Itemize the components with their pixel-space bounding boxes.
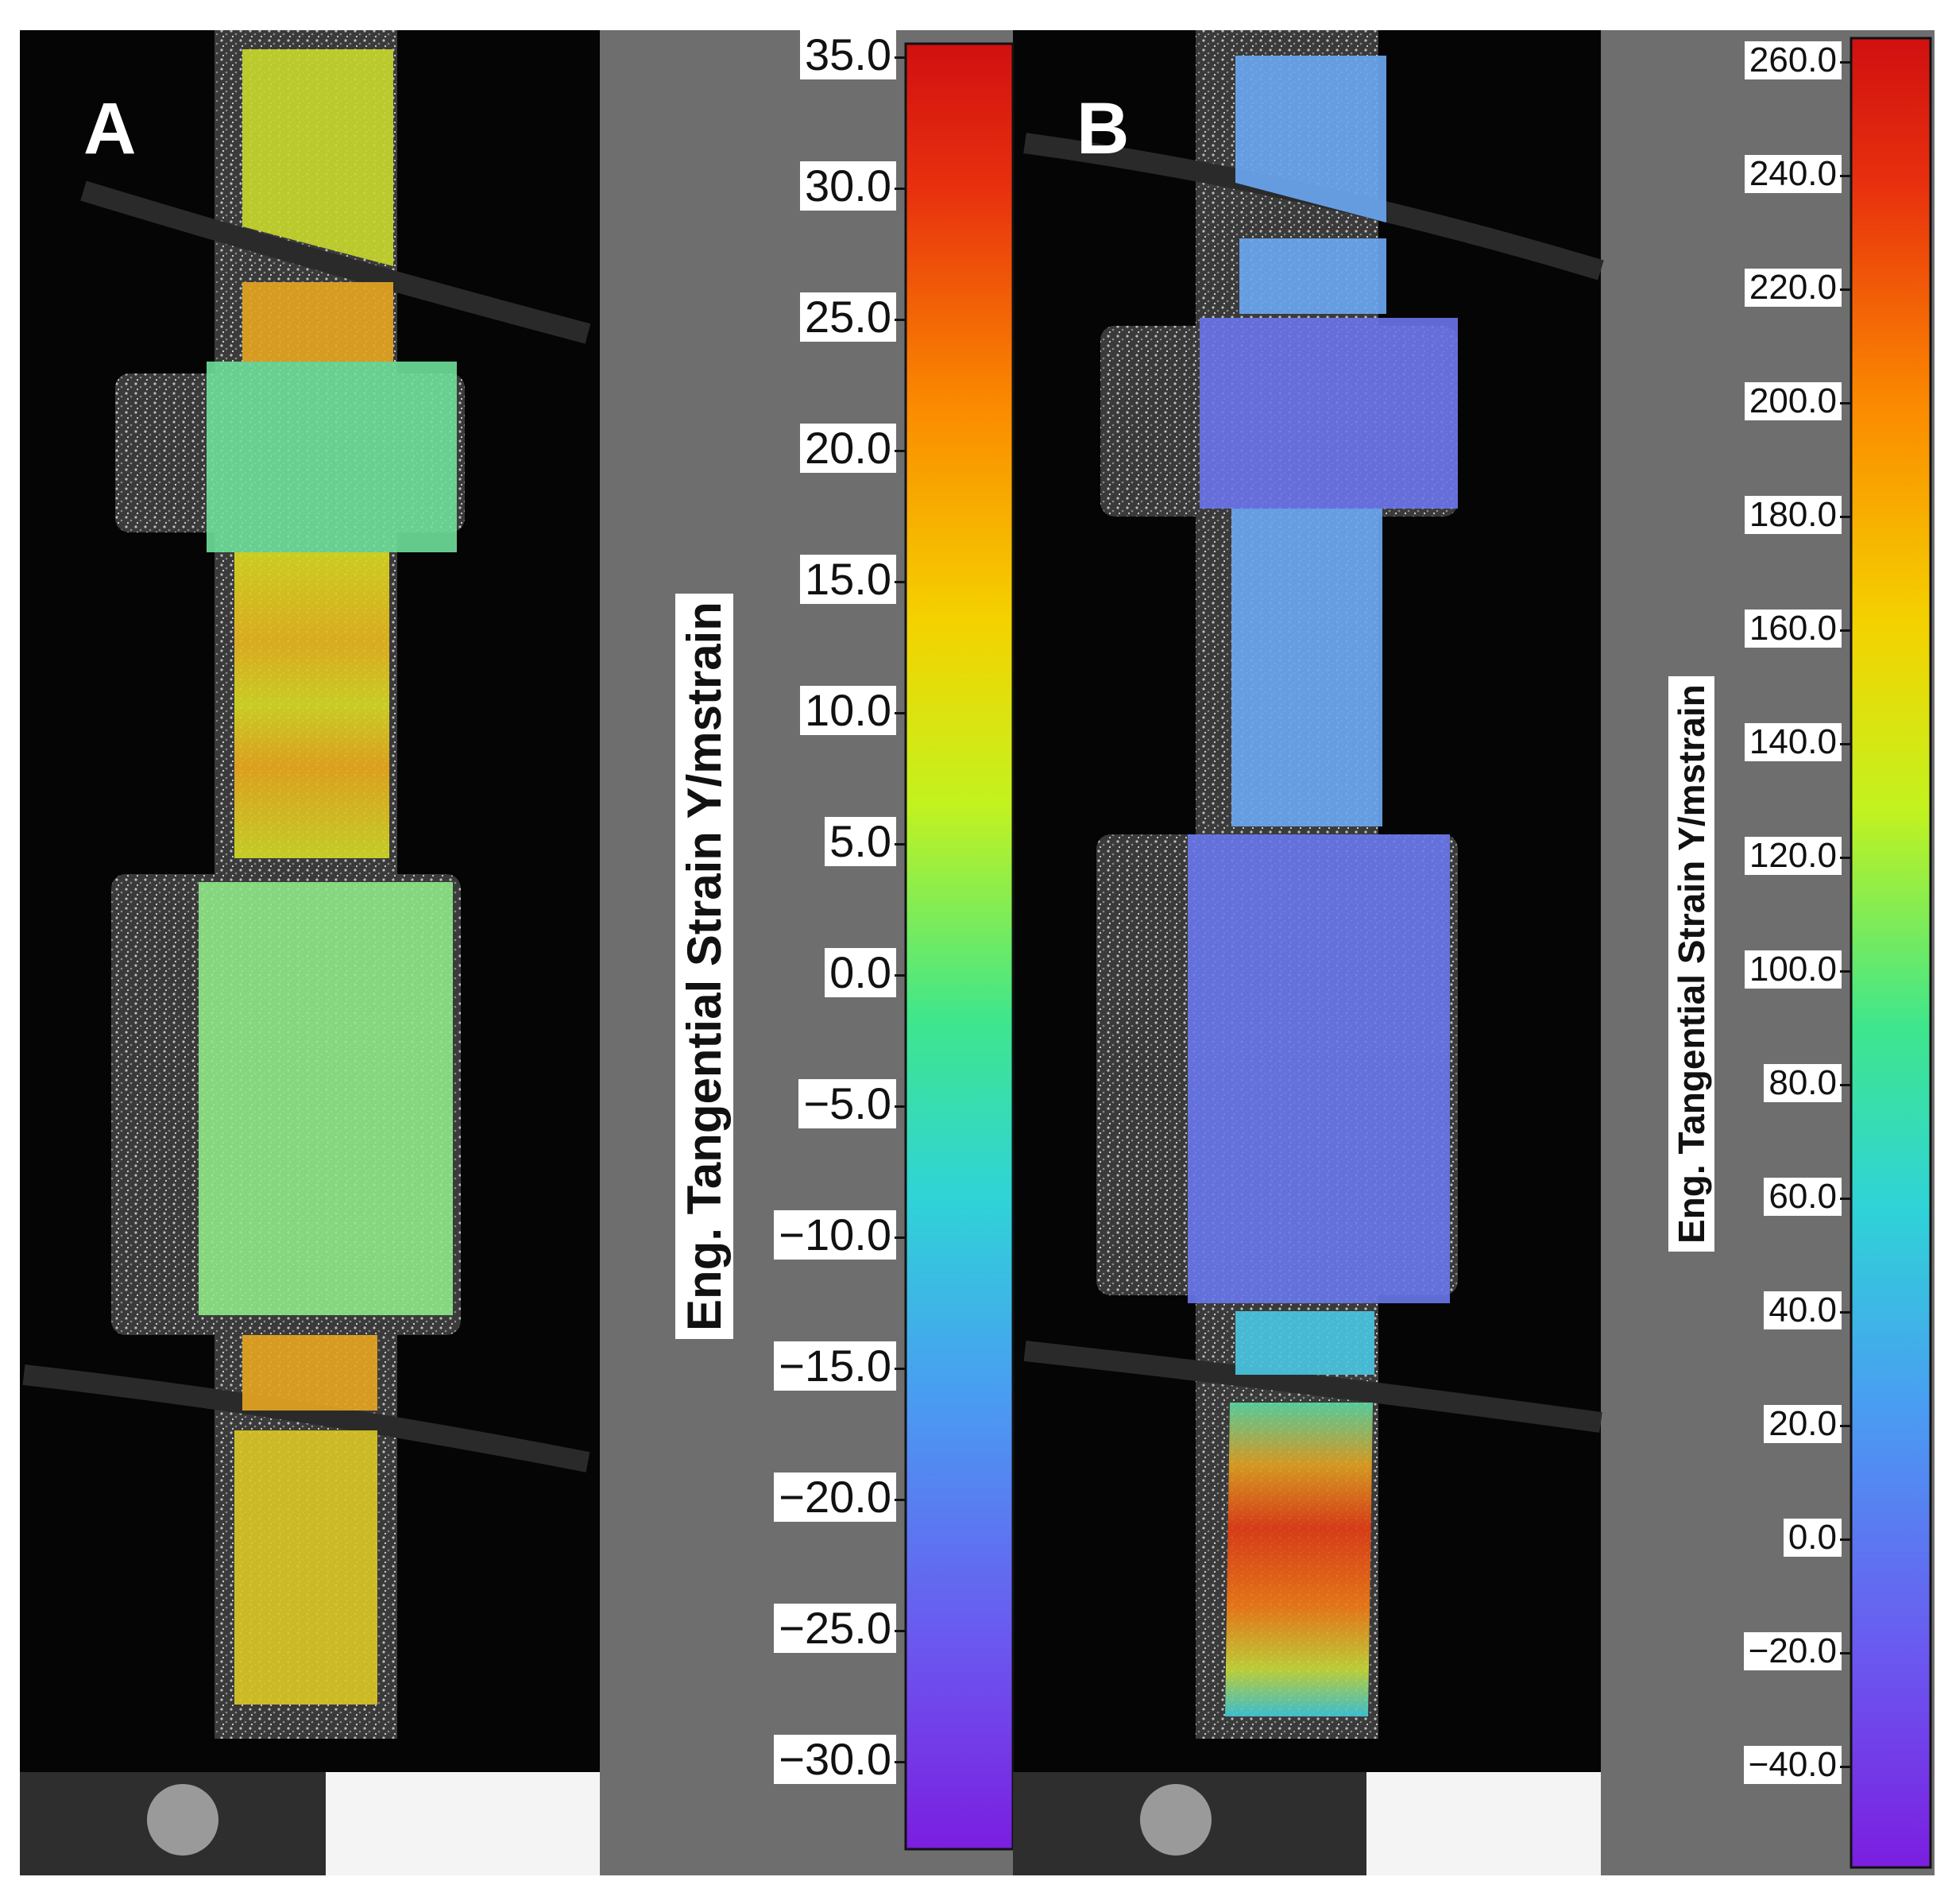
panel-b-letter: B: [1076, 88, 1130, 169]
colorbar-tick-label: 120.0: [1744, 836, 1842, 875]
colorbar-tick-label: 100.0: [1744, 950, 1842, 989]
panel-a-letter: A: [83, 88, 137, 169]
colorbar-tick-label: 5.0: [825, 817, 896, 866]
colorbar-tick-label: 35.0: [800, 30, 896, 79]
colorbar-tick-label: 30.0: [800, 161, 896, 211]
colorbar-tick-label: 240.0: [1744, 154, 1842, 193]
colorbar-tick-mark: [895, 1630, 906, 1632]
colorbar-tick-mark: [895, 1761, 906, 1763]
panel-b-colorbar: [1850, 37, 1932, 1869]
colorbar-tick-label: −20.0: [774, 1473, 896, 1522]
colorbar-tick-mark: [1840, 857, 1851, 859]
colorbar-tick-label: 20.0: [800, 424, 896, 473]
colorbar-tick-label: −25.0: [774, 1604, 896, 1653]
panel-a-colorbar-label: Eng. Tangential Strain Y/mstrain: [675, 594, 733, 1339]
colorbar-tick-label: 10.0: [800, 686, 896, 735]
panel-b-colorbar-label: Eng. Tangential Strain Y/mstrain: [1668, 676, 1714, 1252]
colorbar-tick-mark: [895, 319, 906, 321]
colorbar-tick-mark: [1840, 1652, 1851, 1654]
colorbar-tick-mark: [895, 1368, 906, 1370]
colorbar-tick-label: 180.0: [1744, 495, 1842, 534]
colorbar-tick-mark: [1840, 1311, 1851, 1314]
colorbar-tick-label: −20.0: [1743, 1631, 1842, 1670]
colorbar-tick-mark: [895, 1499, 906, 1501]
colorbar-tick-mark: [1840, 629, 1851, 632]
colorbar-tick-mark: [1840, 402, 1851, 404]
colorbar-tick-label: −40.0: [1743, 1745, 1842, 1784]
colorbar-tick-label: 0.0: [825, 948, 896, 997]
colorbar-tick-mark: [895, 712, 906, 714]
colorbar-tick-mark: [1840, 61, 1851, 64]
colorbar-tick-label: 60.0: [1764, 1177, 1842, 1216]
panel-b-specimen: [1013, 30, 1604, 1875]
colorbar-tick-mark: [895, 581, 906, 583]
colorbar-tick-mark: [1840, 1084, 1851, 1086]
colorbar-tick-mark: [1840, 175, 1851, 177]
colorbar-tick-mark: [895, 450, 906, 452]
colorbar-tick-label: 80.0: [1764, 1063, 1842, 1102]
colorbar-tick-label: 0.0: [1783, 1518, 1842, 1557]
panel-a-colorbar: [904, 42, 1015, 1851]
panel-a-specimen: [20, 30, 600, 1875]
colorbar-tick-label: −5.0: [798, 1079, 896, 1128]
colorbar-tick-mark: [1840, 1766, 1851, 1768]
colorbar-tick-label: −30.0: [774, 1735, 896, 1784]
colorbar-tick-mark: [1840, 516, 1851, 518]
colorbar-tick-mark: [895, 1236, 906, 1239]
colorbar-tick-label: −15.0: [774, 1341, 896, 1391]
colorbar-tick-label: 160.0: [1744, 609, 1842, 648]
colorbar-tick-label: 15.0: [800, 555, 896, 604]
colorbar-tick-label: 260.0: [1744, 41, 1842, 79]
colorbar-tick-mark: [1840, 1198, 1851, 1200]
colorbar-tick-label: 200.0: [1744, 381, 1842, 420]
colorbar-tick-mark: [895, 188, 906, 190]
colorbar-tick-mark: [1840, 1425, 1851, 1427]
colorbar-tick-label: 40.0: [1764, 1291, 1842, 1329]
colorbar-tick-mark: [895, 974, 906, 977]
colorbar-tick-mark: [1840, 743, 1851, 745]
colorbar-tick-label: −10.0: [774, 1210, 896, 1260]
colorbar-tick-mark: [895, 843, 906, 846]
colorbar-tick-label: 25.0: [800, 292, 896, 342]
colorbar-tick-mark: [1840, 288, 1851, 291]
colorbar-tick-mark: [895, 1105, 906, 1108]
colorbar-tick-mark: [1840, 1538, 1851, 1541]
colorbar-tick-mark: [1840, 970, 1851, 973]
colorbar-tick-label: 220.0: [1744, 268, 1842, 307]
colorbar-tick-label: 140.0: [1744, 722, 1842, 761]
colorbar-tick-label: 20.0: [1764, 1404, 1842, 1443]
colorbar-tick-mark: [895, 56, 906, 59]
